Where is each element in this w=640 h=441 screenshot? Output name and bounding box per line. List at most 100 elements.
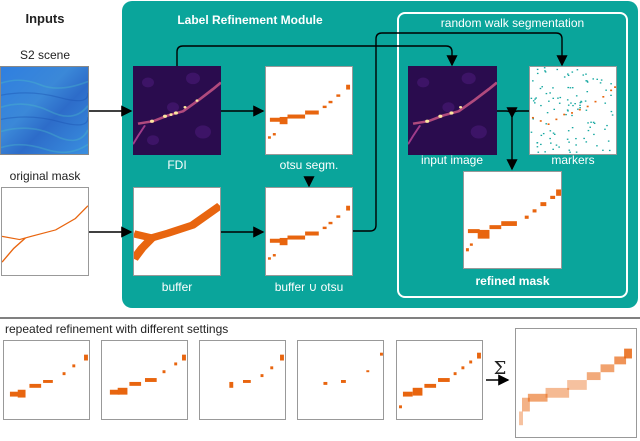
- marker-point: [575, 144, 577, 146]
- marker-point: [539, 87, 542, 90]
- marker-point: [540, 104, 542, 107]
- marker-point: [534, 102, 536, 104]
- marker-point: [572, 104, 574, 107]
- marker-point: [605, 89, 607, 91]
- marker-point: [537, 151, 540, 153]
- marker-point: [568, 141, 570, 143]
- marker-point: [542, 132, 545, 135]
- markers-image: [529, 66, 617, 155]
- marker-point: [602, 96, 605, 98]
- marker-point: [575, 137, 577, 140]
- marker-point: [536, 146, 539, 148]
- marker-point: [550, 142, 552, 144]
- marker-point: [585, 73, 587, 75]
- marker-point: [555, 118, 558, 121]
- marker-point: [571, 71, 574, 73]
- marker-point: [596, 78, 599, 80]
- marker-point: [532, 118, 535, 120]
- marker-point: [552, 132, 555, 134]
- marker-point: [539, 120, 542, 122]
- marker-point: [587, 122, 589, 124]
- marker-point: [566, 99, 569, 101]
- marker-point: [571, 114, 573, 117]
- repeated-refinement-mask: [396, 340, 483, 420]
- marker-point: [530, 131, 533, 133]
- marker-point: [606, 124, 608, 127]
- marker-point: [536, 72, 539, 75]
- marker-point: [571, 87, 574, 89]
- marker-point: [579, 102, 582, 104]
- marker-point: [569, 87, 572, 89]
- marker-point: [586, 105, 589, 108]
- marker-point: [532, 100, 535, 102]
- marker-point: [592, 121, 595, 123]
- marker-point: [553, 108, 556, 111]
- marker-point: [610, 94, 612, 96]
- marker-point: [583, 137, 585, 140]
- marker-point: [587, 129, 590, 132]
- marker-point: [546, 112, 549, 114]
- input-image: [408, 66, 497, 155]
- marker-point: [600, 79, 603, 81]
- marker-point: [536, 68, 539, 71]
- aggregated-mask-image: [515, 328, 637, 438]
- marker-point: [549, 137, 551, 140]
- marker-point: [553, 133, 556, 135]
- marker-point: [578, 108, 581, 111]
- marker-point: [590, 121, 592, 123]
- marker-point: [558, 102, 561, 104]
- marker-point: [543, 67, 546, 69]
- marker-point: [580, 100, 582, 103]
- marker-point: [576, 69, 579, 71]
- marker-point: [552, 97, 555, 99]
- marker-point: [571, 112, 573, 114]
- marker-point: [552, 87, 554, 89]
- buffer-union-otsu-image: [265, 187, 353, 276]
- marker-point: [552, 148, 554, 150]
- s2-scene-label: S2 scene: [19, 48, 71, 62]
- marker-point: [549, 92, 551, 94]
- s2-scene-image: [0, 66, 89, 155]
- marker-point: [556, 68, 559, 71]
- marker-point: [586, 80, 589, 82]
- marker-point: [566, 109, 569, 111]
- marker-point: [575, 151, 578, 153]
- marker-point: [575, 95, 578, 97]
- marker-point: [610, 83, 612, 85]
- fdi-label: FDI: [167, 158, 187, 172]
- marker-point: [557, 97, 559, 99]
- marker-point: [593, 122, 596, 125]
- buffer-image: [133, 187, 221, 276]
- original-mask-label: original mask: [9, 169, 81, 183]
- otsu-image: [265, 66, 353, 155]
- marker-point: [594, 100, 597, 103]
- repeated-refinement-mask: [199, 340, 286, 420]
- marker-point: [584, 100, 587, 102]
- marker-point: [574, 103, 576, 105]
- marker-point: [563, 113, 566, 116]
- original-mask-image: [1, 187, 89, 276]
- marker-point: [599, 82, 602, 84]
- marker-point: [577, 108, 579, 110]
- marker-point: [604, 102, 607, 104]
- marker-point: [610, 110, 613, 113]
- sum-symbol: Σ: [493, 358, 507, 379]
- marker-point: [568, 149, 571, 151]
- marker-point: [536, 142, 539, 144]
- marker-point: [592, 78, 595, 80]
- repeated-refinement-mask: [101, 340, 188, 420]
- marker-point: [548, 100, 550, 102]
- marker-point: [567, 110, 569, 112]
- marker-point: [541, 86, 543, 88]
- marker-point: [611, 114, 614, 116]
- marker-point: [545, 123, 548, 125]
- marker-point: [579, 107, 581, 109]
- marker-point: [593, 133, 595, 136]
- marker-point: [545, 92, 548, 95]
- marker-point: [532, 80, 534, 82]
- buffer-label: buffer: [161, 280, 193, 294]
- marker-point: [608, 149, 611, 152]
- marker-point: [567, 86, 569, 89]
- marker-point: [596, 145, 598, 147]
